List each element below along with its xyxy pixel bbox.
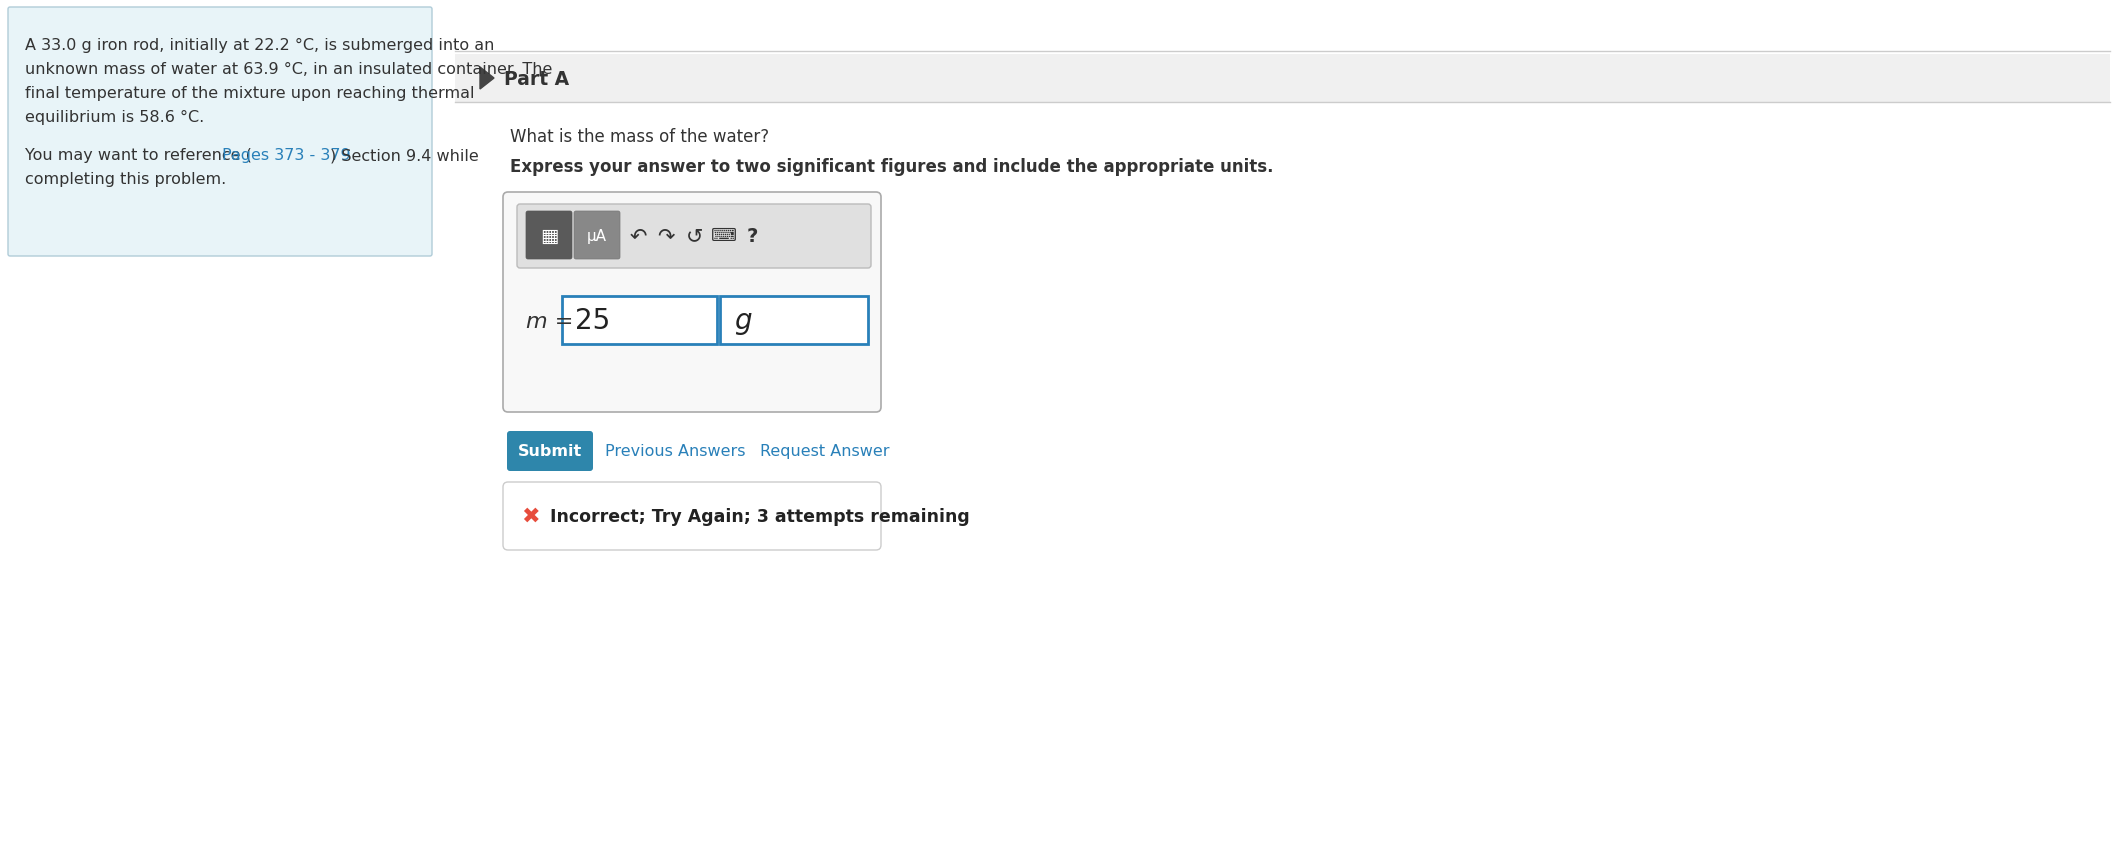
Text: ⌨: ⌨ xyxy=(710,226,738,245)
Text: ↶: ↶ xyxy=(630,226,647,245)
Text: Part A: Part A xyxy=(505,70,568,89)
FancyBboxPatch shape xyxy=(456,55,2109,102)
Text: Previous Answers: Previous Answers xyxy=(604,444,746,459)
Text: What is the mass of the water?: What is the mass of the water? xyxy=(511,127,770,146)
Text: Express your answer to two significant figures and include the appropriate units: Express your answer to two significant f… xyxy=(511,158,1274,176)
Text: ▦: ▦ xyxy=(541,226,558,245)
Text: unknown mass of water at 63.9 °C, in an insulated container. The: unknown mass of water at 63.9 °C, in an … xyxy=(25,62,553,77)
FancyBboxPatch shape xyxy=(526,212,572,260)
Text: g: g xyxy=(734,307,753,335)
FancyBboxPatch shape xyxy=(507,431,594,472)
Text: m =: m = xyxy=(526,312,572,331)
Text: equilibrium is 58.6 °C.: equilibrium is 58.6 °C. xyxy=(25,110,204,125)
FancyBboxPatch shape xyxy=(502,482,882,550)
Text: ↷: ↷ xyxy=(657,226,674,245)
FancyBboxPatch shape xyxy=(502,193,882,412)
Text: completing this problem.: completing this problem. xyxy=(25,172,227,187)
Text: final temperature of the mixture upon reaching thermal: final temperature of the mixture upon re… xyxy=(25,86,475,101)
Text: ) Section 9.4 while: ) Section 9.4 while xyxy=(331,148,479,163)
FancyBboxPatch shape xyxy=(562,297,717,344)
Text: Submit: Submit xyxy=(517,444,583,459)
Text: ✖: ✖ xyxy=(522,506,538,526)
Text: Pages 373 - 379: Pages 373 - 379 xyxy=(223,148,350,163)
FancyBboxPatch shape xyxy=(8,8,432,257)
Text: μA: μA xyxy=(587,228,606,243)
Text: 25: 25 xyxy=(575,307,611,335)
Text: Incorrect; Try Again; 3 attempts remaining: Incorrect; Try Again; 3 attempts remaini… xyxy=(549,507,969,525)
Text: ?: ? xyxy=(746,226,757,245)
Polygon shape xyxy=(479,68,494,90)
FancyBboxPatch shape xyxy=(575,212,619,260)
Text: ↺: ↺ xyxy=(687,226,704,245)
Text: Request Answer: Request Answer xyxy=(759,444,890,459)
FancyBboxPatch shape xyxy=(517,205,871,269)
FancyBboxPatch shape xyxy=(721,297,867,344)
Text: A 33.0 g iron rod, initially at 22.2 °C, is submerged into an: A 33.0 g iron rod, initially at 22.2 °C,… xyxy=(25,38,494,53)
Text: You may want to reference (: You may want to reference ( xyxy=(25,148,252,163)
